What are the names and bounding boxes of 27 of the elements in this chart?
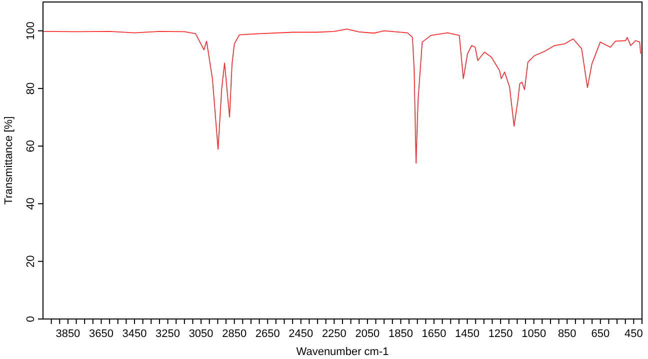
y-axis-title: Transmittance [%] <box>3 116 15 205</box>
x-axis-title: Wavenumber cm-1 <box>296 346 389 358</box>
x-tick-label: 2450 <box>288 328 314 340</box>
x-tick-label: 1850 <box>388 328 413 340</box>
line-series <box>42 28 642 164</box>
x-tick-label: 1650 <box>422 328 446 340</box>
x-tick-label: 3850 <box>56 328 80 340</box>
x-tick-label: 3050 <box>188 328 214 340</box>
y-tick-label: 60 <box>25 140 37 152</box>
x-tick-label: 450 <box>624 328 643 340</box>
x-tick-label: 3450 <box>122 328 147 340</box>
y-tick-label: 80 <box>25 82 37 95</box>
x-tick-label: 2650 <box>255 328 280 340</box>
x-tick-label: 2050 <box>355 328 380 340</box>
x-tick-label: 1450 <box>455 328 480 340</box>
x-tick-label: 1250 <box>488 328 513 340</box>
y-tick-label: 100 <box>25 22 37 40</box>
x-tick-label: 850 <box>558 328 576 340</box>
x-tick-label: 2250 <box>322 328 346 340</box>
x-tick-label: 1050 <box>522 328 546 340</box>
y-tick-label: 40 <box>25 198 37 210</box>
x-tick-label: 3250 <box>156 328 180 340</box>
y-tick-label: 20 <box>25 255 37 268</box>
x-tick-label: 3650 <box>88 328 114 340</box>
x-tick-label: 650 <box>591 328 610 340</box>
x-tick-label: 2850 <box>222 328 247 340</box>
y-tick-label: 0 <box>25 316 37 322</box>
